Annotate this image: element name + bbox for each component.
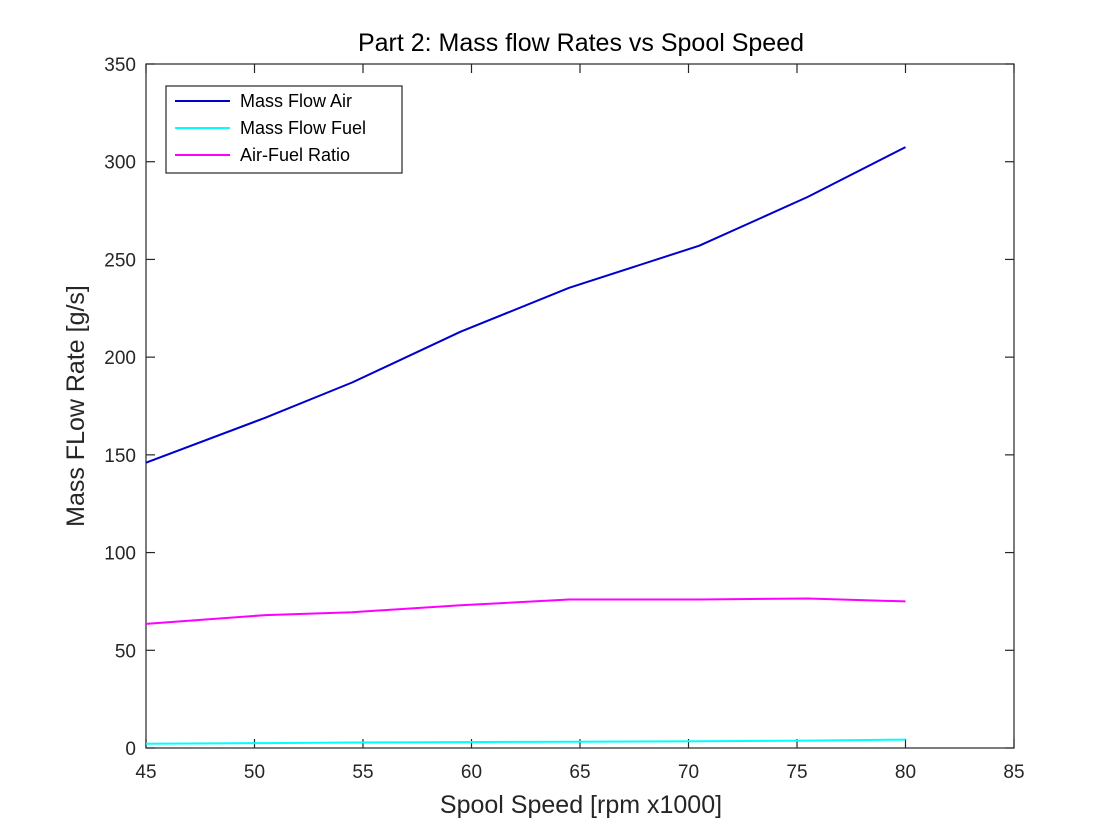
x-tick-label: 80: [895, 762, 916, 783]
x-tick-label: 65: [569, 762, 590, 783]
y-tick-label: 50: [115, 641, 136, 662]
y-tick-label: 350: [104, 55, 136, 76]
legend-label: Mass Flow Air: [240, 91, 352, 111]
y-axis-title: Mass FLow Rate [g/s]: [62, 285, 90, 527]
x-axis-title: Spool Speed [rpm x1000]: [440, 791, 722, 819]
series-line-3: [145, 597, 906, 625]
legend-label: Mass Flow Fuel: [240, 118, 366, 138]
x-tick-label: 60: [461, 762, 482, 783]
axis-ticks: 45 50 55 60 65 70 75 80 85 0 50 100 150 200 250 300 350: [104, 55, 1024, 783]
axes-frame: [145, 63, 1015, 749]
x-tick-label: 45: [135, 762, 156, 783]
y-tick-label: 100: [104, 544, 136, 565]
legend: Mass Flow Air Mass Flow Fuel Air-Fuel Rati…: [165, 85, 403, 174]
y-tick-label: 300: [104, 153, 136, 174]
x-tick-label: 50: [244, 762, 265, 783]
y-tick-label: 250: [104, 250, 136, 271]
series-line-2: [145, 738, 906, 745]
series-layer: [145, 146, 906, 745]
y-tick-label: 0: [125, 739, 136, 760]
legend-label: Air-Fuel Ratio: [240, 145, 350, 165]
series-line-1: [145, 146, 906, 464]
x-tick-label: 85: [1003, 762, 1024, 783]
x-tick-label: 70: [678, 762, 699, 783]
y-tick-label: 200: [104, 348, 136, 369]
chart-title: Part 2: Mass flow Rates vs Spool Speed: [358, 29, 804, 57]
y-tick-label: 150: [104, 446, 136, 467]
x-tick-label: 75: [786, 762, 807, 783]
x-tick-label: 55: [352, 762, 373, 783]
plot-area: [145, 63, 1015, 749]
